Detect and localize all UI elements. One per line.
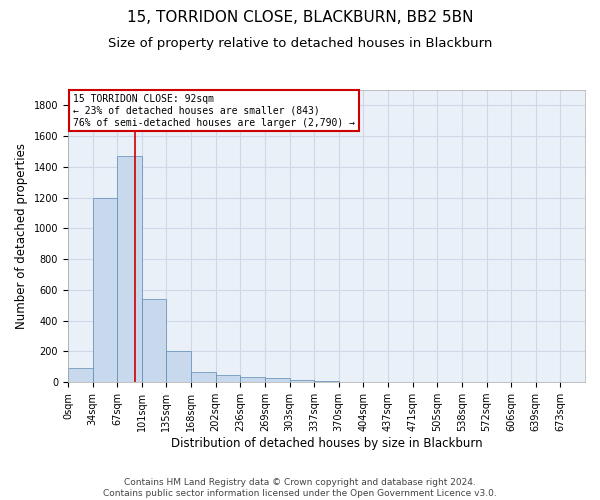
Text: 15, TORRIDON CLOSE, BLACKBURN, BB2 5BN: 15, TORRIDON CLOSE, BLACKBURN, BB2 5BN: [127, 10, 473, 25]
Bar: [142, 299, 166, 382]
Text: Size of property relative to detached houses in Blackburn: Size of property relative to detached ho…: [108, 38, 492, 51]
Bar: [265, 378, 290, 382]
Bar: [240, 377, 265, 382]
Y-axis label: Number of detached properties: Number of detached properties: [15, 143, 28, 329]
Bar: [117, 156, 142, 382]
Bar: [215, 376, 240, 382]
Bar: [92, 198, 117, 382]
Bar: [314, 380, 339, 382]
Bar: [290, 380, 314, 382]
Text: Contains HM Land Registry data © Crown copyright and database right 2024.
Contai: Contains HM Land Registry data © Crown c…: [103, 478, 497, 498]
X-axis label: Distribution of detached houses by size in Blackburn: Distribution of detached houses by size …: [170, 437, 482, 450]
Bar: [68, 368, 92, 382]
Text: 15 TORRIDON CLOSE: 92sqm
← 23% of detached houses are smaller (843)
76% of semi-: 15 TORRIDON CLOSE: 92sqm ← 23% of detach…: [73, 94, 355, 128]
Bar: [166, 350, 191, 382]
Bar: [191, 372, 215, 382]
